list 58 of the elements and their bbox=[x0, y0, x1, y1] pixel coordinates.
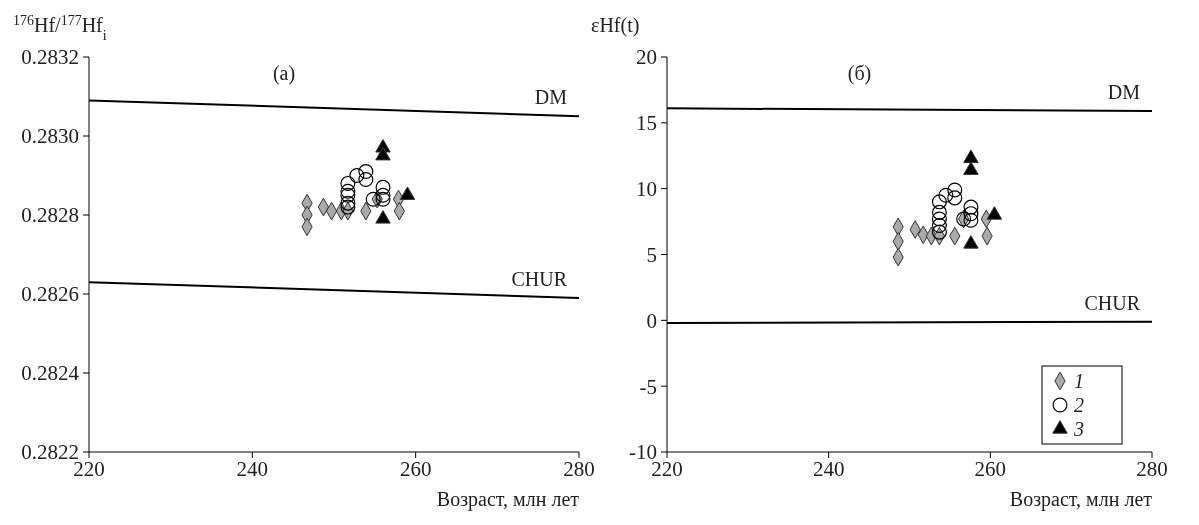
series-label: CHUR bbox=[1084, 291, 1141, 314]
point bbox=[399, 186, 416, 200]
x-tick-label: 280 bbox=[563, 457, 595, 481]
point bbox=[340, 175, 356, 191]
point bbox=[931, 224, 947, 240]
x-tick-label: 260 bbox=[399, 457, 432, 481]
x-tick-label: 240 bbox=[236, 457, 269, 481]
point bbox=[963, 206, 979, 222]
point bbox=[375, 179, 391, 195]
y-tick-label: 0.2828 bbox=[21, 203, 79, 228]
point bbox=[375, 191, 391, 207]
point bbox=[931, 194, 947, 210]
point bbox=[947, 182, 963, 198]
point bbox=[931, 218, 947, 234]
y-tick-label: 10 bbox=[636, 177, 657, 202]
point bbox=[340, 183, 356, 199]
y-tick-label: 20 bbox=[636, 45, 657, 70]
x-tick-label: 240 bbox=[812, 457, 845, 481]
point bbox=[963, 212, 979, 228]
x-axis-title: Возраст, млн лет bbox=[1009, 488, 1153, 511]
y-tick-label: 0 bbox=[646, 308, 657, 333]
point bbox=[358, 164, 374, 180]
point bbox=[375, 146, 391, 161]
series-label: DM bbox=[534, 86, 568, 109]
x-tick-label: 260 bbox=[974, 457, 1007, 481]
y-tick-label: 0.2832 bbox=[21, 45, 79, 70]
point bbox=[947, 190, 963, 206]
chart-title: (a) bbox=[272, 62, 296, 85]
point bbox=[349, 168, 365, 183]
legend-label: 3 bbox=[1073, 418, 1084, 440]
x-axis-title: Возраст, млн лет bbox=[436, 488, 580, 511]
point bbox=[931, 211, 947, 227]
point bbox=[963, 161, 979, 175]
point bbox=[358, 171, 374, 187]
point bbox=[963, 199, 979, 215]
point bbox=[340, 195, 356, 211]
point bbox=[963, 149, 979, 164]
y-tick-label: -5 bbox=[639, 374, 657, 399]
point bbox=[986, 206, 1003, 220]
point bbox=[375, 187, 391, 203]
point bbox=[365, 191, 381, 207]
legend-label: 2 bbox=[1074, 394, 1084, 416]
y-tick-label: 0.2830 bbox=[21, 124, 79, 149]
point bbox=[931, 204, 947, 220]
point bbox=[340, 199, 356, 215]
point bbox=[340, 187, 356, 203]
series-label: CHUR bbox=[511, 267, 568, 290]
series-label: DM bbox=[1107, 80, 1141, 103]
y-tick-label: 0.2824 bbox=[21, 361, 80, 386]
y-tick-label: 5 bbox=[646, 242, 657, 267]
y-tick-label: 0.2826 bbox=[21, 282, 79, 307]
chart-title: (б) bbox=[847, 62, 872, 85]
y-axis-title: $^{176}$Hf/$^{177}$Hf$_{i}$ bbox=[13, 12, 107, 43]
x-tick-label: 280 bbox=[1136, 457, 1168, 481]
y-axis-title: εHf(t) bbox=[591, 14, 640, 37]
legend-label: 1 bbox=[1074, 370, 1084, 392]
point bbox=[938, 187, 954, 203]
y-tick-label: 15 bbox=[636, 111, 657, 136]
